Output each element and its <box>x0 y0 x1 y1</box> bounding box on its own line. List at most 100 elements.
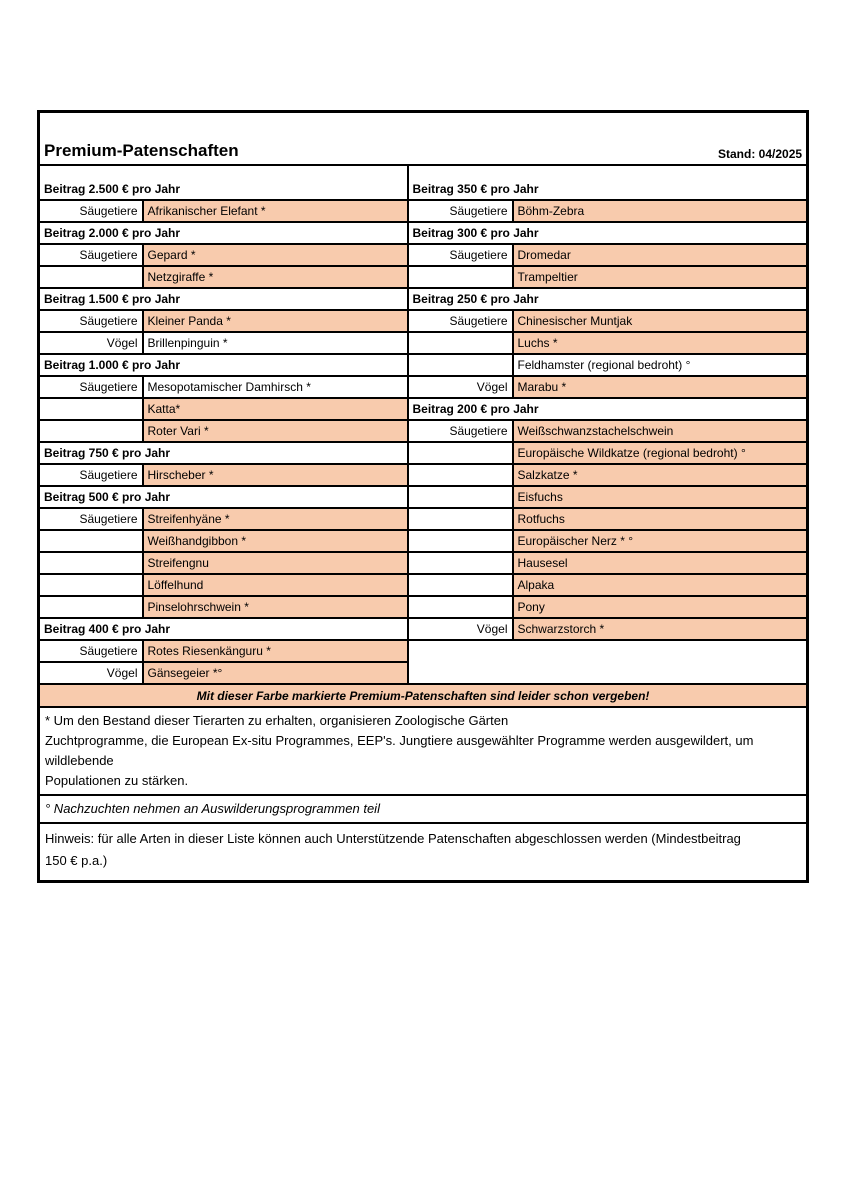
footnote-asterisk: * Um den Bestand dieser Tierarten zu erh… <box>37 706 809 796</box>
title-row: Premium-Patenschaften Stand: 04/2025 <box>37 110 809 166</box>
table-row: Beitrag 400 € pro Jahr Vögel Schwarzstorch… <box>37 617 809 641</box>
category-label: Vögel <box>37 331 144 355</box>
page-title: Premium-Patenschaften <box>44 141 239 160</box>
beitrag-header: Beitrag 250 € pro Jahr <box>406 287 809 311</box>
hinweis-line1: Hinweis: für alle Arten in dieser Liste … <box>45 831 741 846</box>
category-label <box>406 331 514 355</box>
table-footer: Mit dieser Farbe markierte Premium-Paten… <box>37 683 809 883</box>
banner-row: Mit dieser Farbe markierte Premium-Paten… <box>37 683 809 708</box>
animal-name: Gänsegeier *° <box>141 661 409 685</box>
footnote-asterisk-line1: * Um den Bestand dieser Tierarten zu erh… <box>45 713 509 728</box>
animal-name: Trampeltier <box>511 265 809 289</box>
animal-name: Böhm-Zebra <box>511 199 809 223</box>
animal-name: Salzkatze * <box>511 463 809 487</box>
category-label: Säugetiere <box>406 199 514 223</box>
vergeben-banner: Mit dieser Farbe markierte Premium-Paten… <box>37 683 809 708</box>
beitrag-header: Beitrag 300 € pro Jahr <box>406 221 809 245</box>
animal-name: Weißschwanzstachelschwein <box>511 419 809 443</box>
table-row: Beitrag 2.500 € pro Jahr Beitrag 350 € pr… <box>37 164 809 201</box>
animal-name: Marabu * <box>511 375 809 399</box>
animal-name: Kleiner Panda * <box>141 309 409 333</box>
category-label: Säugetiere <box>406 419 514 443</box>
animal-name: Europäische Wildkatze (regional bedroht)… <box>511 441 809 465</box>
category-label: Säugetiere <box>406 243 514 267</box>
footnote-asterisk-line3: Populationen zu stärken. <box>45 773 189 788</box>
title-cell: Premium-Patenschaften Stand: 04/2025 <box>37 110 809 166</box>
category-label: Säugetiere <box>37 639 144 663</box>
table-row: Säugetiere Hirscheber * Salzkatze * <box>37 463 809 487</box>
category-label: Säugetiere <box>37 309 144 333</box>
table-row: Vögel Gänsegeier *° <box>37 661 808 685</box>
category-label <box>406 507 514 531</box>
animal-name: Streifengnu <box>141 551 409 575</box>
category-label <box>37 397 144 421</box>
category-label: Säugetiere <box>406 309 514 333</box>
table-row: Beitrag 1.000 € pro Jahr Feldhamster (reg… <box>37 353 809 377</box>
footnote-asterisk-line2: Zuchtprogramme, die European Ex-situ Pro… <box>45 733 754 768</box>
hinweis-note: Hinweis: für alle Arten in dieser Liste … <box>37 822 809 883</box>
animal-name: Netzgiraffe * <box>141 265 409 289</box>
animal-name: Schwarzstorch * <box>511 617 809 641</box>
animal-name: Rotes Riesenkänguru * <box>141 639 409 663</box>
hinweis-row: Hinweis: für alle Arten in dieser Liste … <box>37 822 809 883</box>
category-label <box>406 463 514 487</box>
table-row: Säugetiere Rotes Riesenkänguru * <box>37 639 808 684</box>
patenschaften-table: Premium-Patenschaften Stand: 04/2025 Bei… <box>37 110 810 883</box>
hinweis-line2: 150 € p.a.) <box>45 853 108 868</box>
category-label <box>37 551 144 575</box>
category-label: Vögel <box>406 375 514 399</box>
category-label <box>37 573 144 597</box>
category-label <box>37 419 144 443</box>
beitrag-header: Beitrag 2.500 € pro Jahr <box>37 164 409 201</box>
animal-name: Pinselohrschwein * <box>141 595 409 619</box>
footnote-asterisk-row: * Um den Bestand dieser Tierarten zu erh… <box>37 706 809 796</box>
beitrag-header: Beitrag 400 € pro Jahr <box>37 617 409 641</box>
animal-name: Weißhandgibbon * <box>141 529 409 553</box>
animal-name: Feldhamster (regional bedroht) ° <box>511 353 809 377</box>
beitrag-header: Beitrag 500 € pro Jahr <box>37 485 409 509</box>
table-row: Säugetiere Gepard * Säugetiere Dromedar <box>37 243 809 267</box>
table-row: Beitrag 500 € pro Jahr Eisfuchs <box>37 485 809 509</box>
category-label: Vögel <box>406 617 514 641</box>
animal-name: Pony <box>511 595 809 619</box>
category-label: Säugetiere <box>37 375 144 399</box>
table-row: Beitrag 1.500 € pro Jahr Beitrag 250 € pr… <box>37 287 809 311</box>
table-row: Säugetiere Kleiner Panda * Säugetiere Chine… <box>37 309 809 333</box>
table-row: Netzgiraffe * Trampeltier <box>37 265 809 289</box>
footnote-degree: ° Nachzuchten nehmen an Auswilderungspro… <box>37 794 809 824</box>
animal-name: Eisfuchs <box>511 485 809 509</box>
table-row: Löffelhund Alpaka <box>37 573 809 597</box>
beitrag-header: Beitrag 350 € pro Jahr <box>406 164 809 201</box>
category-label <box>406 529 514 553</box>
table-row: Katta* Beitrag 200 € pro Jahr <box>37 397 809 421</box>
animal-name: Dromedar <box>511 243 809 267</box>
stand-date: Stand: 04/2025 <box>718 147 803 161</box>
category-label <box>406 485 514 509</box>
table-row: Säugetiere Afrikanischer Elefant * Säugeti… <box>37 199 809 223</box>
empty-cell <box>407 640 808 684</box>
beitrag-header: Beitrag 1.500 € pro Jahr <box>37 287 409 311</box>
animal-name: Katta* <box>141 397 409 421</box>
category-label <box>37 529 144 553</box>
animal-name: Gepard * <box>141 243 409 267</box>
category-label: Säugetiere <box>37 199 144 223</box>
table-row: Roter Vari * Säugetiere Weißschwanzstachel… <box>37 419 809 443</box>
document-sheet: Premium-Patenschaften Stand: 04/2025 Bei… <box>37 110 810 883</box>
category-label <box>406 441 514 465</box>
footnote-degree-row: ° Nachzuchten nehmen an Auswilderungspro… <box>37 794 809 824</box>
beitrag-header: Beitrag 200 € pro Jahr <box>406 397 809 421</box>
title-section: Premium-Patenschaften Stand: 04/2025 <box>37 110 809 166</box>
category-label: Vögel <box>37 661 144 685</box>
animal-name: Luchs * <box>511 331 809 355</box>
animal-name: Brillenpinguin * <box>141 331 409 355</box>
animal-name: Rotfuchs <box>511 507 809 531</box>
table-row: Streifengnu Hausesel <box>37 551 809 575</box>
animal-name: Roter Vari * <box>141 419 409 443</box>
category-label: Säugetiere <box>37 507 144 531</box>
category-label <box>406 353 514 377</box>
beitrag-header: Beitrag 1.000 € pro Jahr <box>37 353 409 377</box>
animal-name: Löffelhund <box>141 573 409 597</box>
category-label <box>406 551 514 575</box>
beitrag-header: Beitrag 750 € pro Jahr <box>37 441 409 465</box>
